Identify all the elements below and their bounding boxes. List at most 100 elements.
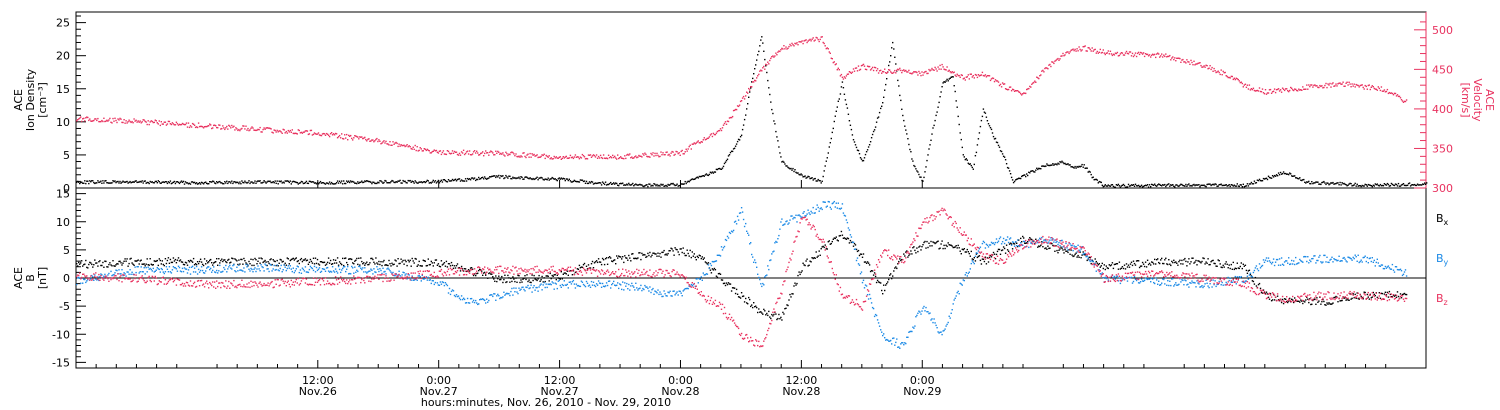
bx-point [227, 259, 229, 261]
bx-point [376, 262, 378, 264]
density-point [899, 94, 901, 97]
density-point [984, 112, 987, 114]
bx-point [1374, 294, 1376, 297]
bx-point [616, 255, 618, 257]
bx-point [1001, 249, 1004, 251]
by-point [687, 287, 689, 290]
velocity-point [489, 151, 491, 153]
bx-point [806, 258, 808, 260]
velocity-point [193, 124, 196, 126]
velocity-point [874, 67, 877, 69]
velocity-point [399, 145, 401, 147]
velocity-point [265, 127, 267, 129]
by-point [797, 214, 799, 217]
density-point [847, 113, 850, 115]
density-point [91, 180, 93, 182]
density-point [269, 180, 271, 182]
bx-point [1323, 300, 1325, 303]
by-point [859, 273, 862, 275]
density-point [799, 174, 801, 176]
density-point [1114, 186, 1117, 188]
density-point [1030, 170, 1032, 172]
density-point [1238, 185, 1240, 188]
bx-point [80, 262, 82, 264]
bx-point [119, 260, 121, 262]
velocity-point [154, 119, 156, 121]
velocity-point [795, 43, 797, 45]
bx-point [682, 247, 684, 249]
density-point [124, 181, 126, 183]
bx-point [1372, 291, 1374, 294]
by-point [233, 264, 235, 266]
bx-point [117, 263, 119, 265]
bx-point [1350, 298, 1352, 300]
density-point [1261, 180, 1264, 182]
density-point [1122, 183, 1125, 186]
by-point [78, 276, 80, 279]
bx-point [484, 271, 486, 274]
bx-point [1389, 293, 1392, 296]
density-point [1073, 167, 1075, 169]
density-point [206, 182, 208, 185]
by-point [190, 266, 193, 268]
by-point [608, 280, 611, 282]
bx-point [298, 262, 300, 265]
velocity-point [938, 68, 940, 70]
density-point [1285, 172, 1287, 175]
density-point [687, 180, 689, 182]
velocity-point [652, 152, 654, 154]
density-point [1309, 182, 1311, 185]
bx-point [86, 266, 88, 269]
bx-point [439, 266, 442, 268]
velocity-point [935, 68, 937, 70]
bx-point [1018, 239, 1020, 241]
velocity-point [1053, 62, 1055, 65]
bx-point [1380, 292, 1383, 295]
velocity-point [1076, 48, 1078, 50]
bx-point [691, 251, 693, 253]
velocity-point [852, 68, 855, 70]
density-point [180, 180, 183, 182]
density-point [571, 181, 574, 183]
density-point [1039, 167, 1041, 170]
density-point [890, 55, 892, 57]
density-point [599, 182, 602, 184]
velocity-point [1178, 57, 1180, 59]
bx-point [698, 254, 700, 256]
bx-point [1395, 296, 1398, 298]
density-point [1172, 184, 1174, 186]
density-point [118, 182, 120, 184]
density-point [416, 182, 418, 184]
velocity-point [299, 132, 302, 134]
bx-point [537, 278, 539, 280]
density-point [698, 175, 700, 178]
bx-point [1404, 293, 1407, 296]
density-point [1319, 183, 1321, 185]
velocity-point [321, 133, 324, 135]
density-point [740, 134, 743, 136]
velocity-point [471, 153, 474, 155]
velocity-point [393, 143, 395, 145]
velocity-point [1350, 86, 1352, 88]
bx-point [700, 257, 702, 260]
by-point [411, 275, 413, 277]
bx-point [803, 264, 805, 266]
velocity-point [544, 157, 546, 160]
velocity-point [1362, 86, 1364, 89]
density-point [831, 131, 833, 134]
by-point [534, 289, 536, 291]
density-point [1399, 185, 1402, 187]
velocity-point [499, 153, 501, 155]
bx-point [165, 262, 168, 265]
by-point [531, 291, 533, 293]
by-point [763, 284, 765, 286]
density-point [192, 182, 195, 184]
by-point [600, 286, 603, 288]
density-point [750, 87, 752, 89]
velocity-point [545, 154, 547, 157]
density-point [1266, 178, 1269, 181]
density-point [1236, 183, 1238, 185]
bx-point [917, 250, 919, 253]
density-point [326, 182, 329, 184]
density-point [931, 133, 933, 135]
